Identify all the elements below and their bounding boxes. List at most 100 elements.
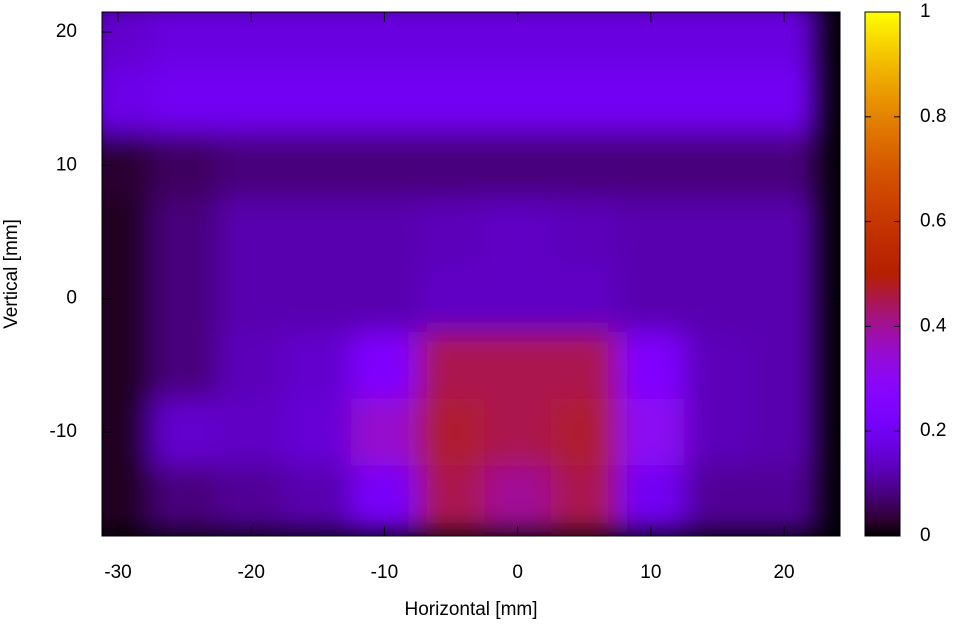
heatmap-cell	[484, 265, 552, 333]
heatmap-cell	[617, 12, 685, 66]
heatmap-cell	[351, 465, 419, 533]
x-tick-label: 20	[773, 562, 794, 583]
heatmap-cell	[417, 12, 485, 66]
heatmap-cell	[550, 198, 619, 266]
heatmap-cell	[151, 265, 219, 333]
plot-frame	[101, 11, 841, 537]
heatmap-cell	[284, 398, 352, 466]
y-axis-label: Vertical [mm]	[1, 219, 22, 329]
heatmap-cell	[750, 465, 818, 533]
heatmap-cell	[550, 332, 619, 400]
heatmap-cell	[284, 265, 352, 333]
heatmap-cell	[750, 398, 818, 466]
heatmap-cell	[102, 65, 152, 133]
heatmap-clip	[102, 12, 818, 533]
heatmap-cell	[217, 465, 286, 533]
heatmap-cell	[151, 12, 219, 66]
heatmap-cell	[550, 398, 619, 466]
heatmap-cell	[217, 198, 286, 266]
heatmap-cell	[284, 65, 352, 133]
heatmap-cell	[284, 132, 352, 200]
x-tick-label: 0	[512, 562, 523, 583]
heatmap-cell	[617, 65, 685, 133]
heatmap-cell	[102, 198, 152, 266]
colorbar-tick-label: 0.6	[920, 211, 946, 232]
heatmap-cell	[550, 132, 619, 200]
heatmap-cell	[217, 132, 286, 200]
heatmap-cell	[102, 132, 152, 200]
heatmap-cell	[750, 265, 818, 333]
heatmap-cell	[217, 12, 286, 66]
x-axis-label: Horizontal [mm]	[404, 599, 537, 620]
y-tick-label: -10	[50, 421, 77, 442]
heatmap-cell	[684, 12, 752, 66]
heatmap-cell	[351, 398, 419, 466]
x-tick-label: -10	[371, 562, 398, 583]
heatmap-cell	[351, 332, 419, 400]
heatmap-cell	[284, 332, 352, 400]
heatmap-cell	[351, 65, 419, 133]
heatmap-cell	[550, 65, 619, 133]
heatmap-cell	[217, 332, 286, 400]
heatmap-cell	[417, 265, 485, 333]
heatmap-cell	[684, 65, 752, 133]
heatmap-cell	[351, 198, 419, 266]
heatmap-cell	[617, 332, 685, 400]
heatmap-cell	[417, 398, 485, 466]
heatmap-cell	[151, 132, 219, 200]
heatmap-cell	[151, 398, 219, 466]
y-tick-label: 0	[66, 288, 77, 309]
heatmap-cell	[151, 65, 219, 133]
colorbar-tick-label: 0	[920, 525, 931, 546]
colorbar	[864, 11, 901, 537]
heatmap-cell	[617, 398, 685, 466]
heatmap-cell	[151, 465, 219, 533]
heatmap-cell	[484, 65, 552, 133]
y-tick-label: 20	[56, 21, 77, 42]
heatmap-cell	[351, 132, 419, 200]
colorbar-tick-label: 0.8	[920, 106, 946, 127]
heatmap-cell	[684, 132, 752, 200]
heatmap-cell	[151, 198, 219, 266]
heatmap-cell	[617, 132, 685, 200]
x-tick-label: 10	[640, 562, 661, 583]
heatmap-cell	[617, 198, 685, 266]
heatmap-cell	[284, 465, 352, 533]
heatmap-cell	[284, 12, 352, 66]
heatmap-cell	[102, 465, 152, 533]
heatmap-cell	[417, 465, 485, 533]
heatmap-cell	[417, 198, 485, 266]
heatmap-cell	[750, 65, 818, 133]
colorbar-tick-label: 0.2	[920, 420, 946, 441]
heatmap-cell	[684, 332, 752, 400]
heatmap-cell	[550, 465, 619, 533]
heatmap-cell	[484, 12, 552, 66]
colorbar-tick-label: 0.4	[920, 315, 947, 336]
heatmap-cell	[217, 65, 286, 133]
heatmap-cell	[750, 198, 818, 266]
heatmap-cell	[102, 398, 152, 466]
heatmap-cell	[217, 398, 286, 466]
heatmap-cell	[617, 265, 685, 333]
heatmap-cell	[351, 265, 419, 333]
x-tick-label: -20	[237, 562, 264, 583]
heatmap-cell	[550, 12, 619, 66]
heatmap-cell	[351, 12, 419, 66]
heatmap-cell	[217, 265, 286, 333]
heatmap-cell	[417, 332, 485, 400]
heatmap-cell	[550, 265, 619, 333]
heatmap-cell	[484, 398, 552, 466]
heatmap-cell	[617, 465, 685, 533]
heatmap-cell	[684, 398, 752, 466]
heatmap-cell	[102, 332, 152, 400]
heatmap-cell	[417, 65, 485, 133]
heatmap-cell	[284, 198, 352, 266]
heatmap-cell	[484, 198, 552, 266]
heatmap-cell	[417, 132, 485, 200]
heatmap	[102, 12, 818, 533]
y-tick-label: 10	[56, 154, 77, 175]
colorbar-tick-label: 1	[920, 1, 931, 22]
heatmap-cell	[484, 332, 552, 400]
heatmap-cell	[750, 12, 818, 66]
